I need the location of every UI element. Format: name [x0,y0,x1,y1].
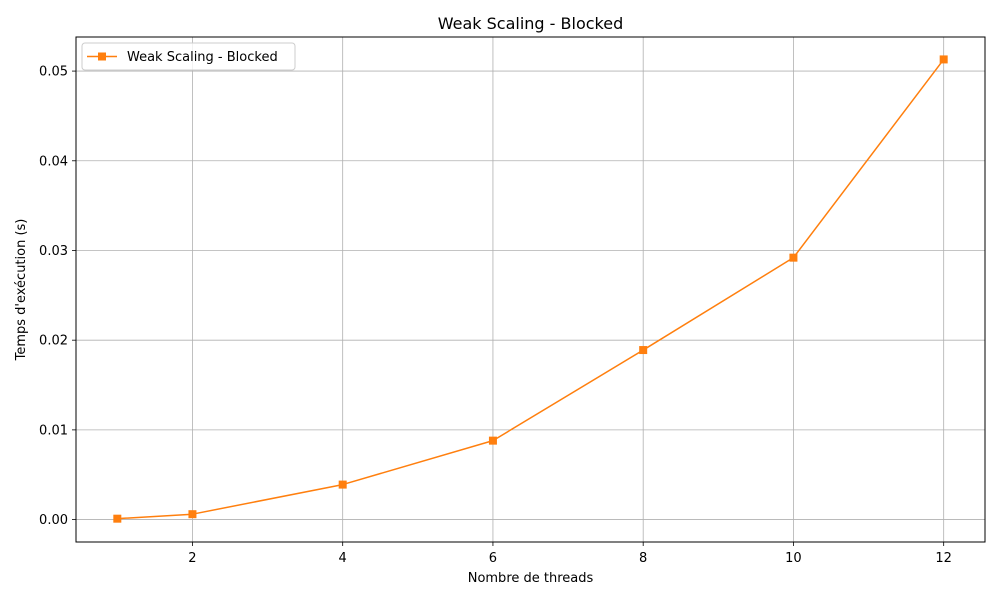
y-tick-label: 0.02 [39,334,68,349]
axis-ticks: 2 4 6 8 10 12 0.00 0.01 0.02 0.03 0.04 0.05 [39,65,952,566]
data-point-marker [488,436,497,445]
legend: Weak Scaling - Blocked [81,42,296,71]
x-axis-label: Nombre de threads [468,571,594,586]
series-layer [113,55,948,523]
data-point-marker [338,480,347,489]
data-point-marker [188,510,197,519]
x-tick-label: 2 [188,551,196,566]
y-tick-label: 0.01 [39,423,68,438]
x-tick-label: 10 [785,551,802,566]
legend-label: Weak Scaling - Blocked [127,50,278,65]
plot-area-frame [75,36,986,543]
data-point-marker [939,55,948,64]
legend-box [81,42,296,71]
legend-marker-square [98,52,106,61]
x-tick-label: 8 [639,551,647,566]
data-point-marker [639,346,648,355]
y-axis-label: Temps d'exécution (s) [14,219,29,362]
y-tick-label: 0.05 [39,65,68,80]
x-tick-label: 6 [489,551,497,566]
data-point-marker [113,514,122,523]
y-tick-label: 0.03 [39,244,68,259]
y-tick-label: 0.04 [39,154,68,169]
x-tick-label: 4 [339,551,347,566]
chart-title: Weak Scaling - Blocked [438,14,623,33]
y-tick-label: 0.00 [39,513,68,528]
series-line [117,58,945,520]
grid [76,37,985,542]
x-tick-label: 12 [935,551,952,566]
data-point-marker [789,253,798,262]
